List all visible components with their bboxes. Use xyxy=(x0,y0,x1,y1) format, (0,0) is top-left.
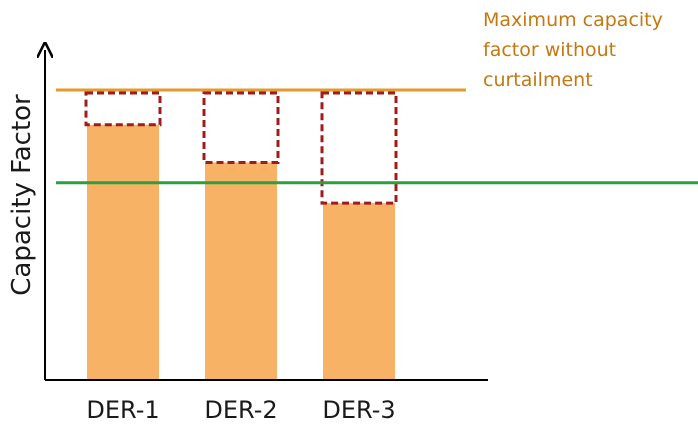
bar-der-1 xyxy=(87,124,159,380)
annotation-line: curtailment xyxy=(483,69,593,91)
bars-layer xyxy=(87,124,395,380)
curtailment-boxes-layer xyxy=(84,91,398,205)
x-tick-labels: DER-1 DER-2 DER-3 xyxy=(86,396,395,424)
x-tick-label-der-3: DER-3 xyxy=(322,396,395,424)
max-capacity-annotation: Maximum capacity factor without curtailmen… xyxy=(483,9,663,91)
x-tick-label-der-2: DER-2 xyxy=(204,396,277,424)
x-tick-label-der-1: DER-1 xyxy=(86,396,159,424)
y-axis-label: Capacity Factor xyxy=(7,94,37,296)
annotation-line: Maximum capacity xyxy=(483,9,663,31)
curtailment-box-der-1 xyxy=(84,91,162,127)
bar-der-2 xyxy=(205,162,277,380)
bar-der-3 xyxy=(323,203,395,380)
reference-lines-layer xyxy=(56,88,698,185)
curtailment-box-der-3 xyxy=(320,91,398,205)
annotation-line: factor without xyxy=(483,39,616,61)
curtailment-box-der-2 xyxy=(202,91,280,164)
